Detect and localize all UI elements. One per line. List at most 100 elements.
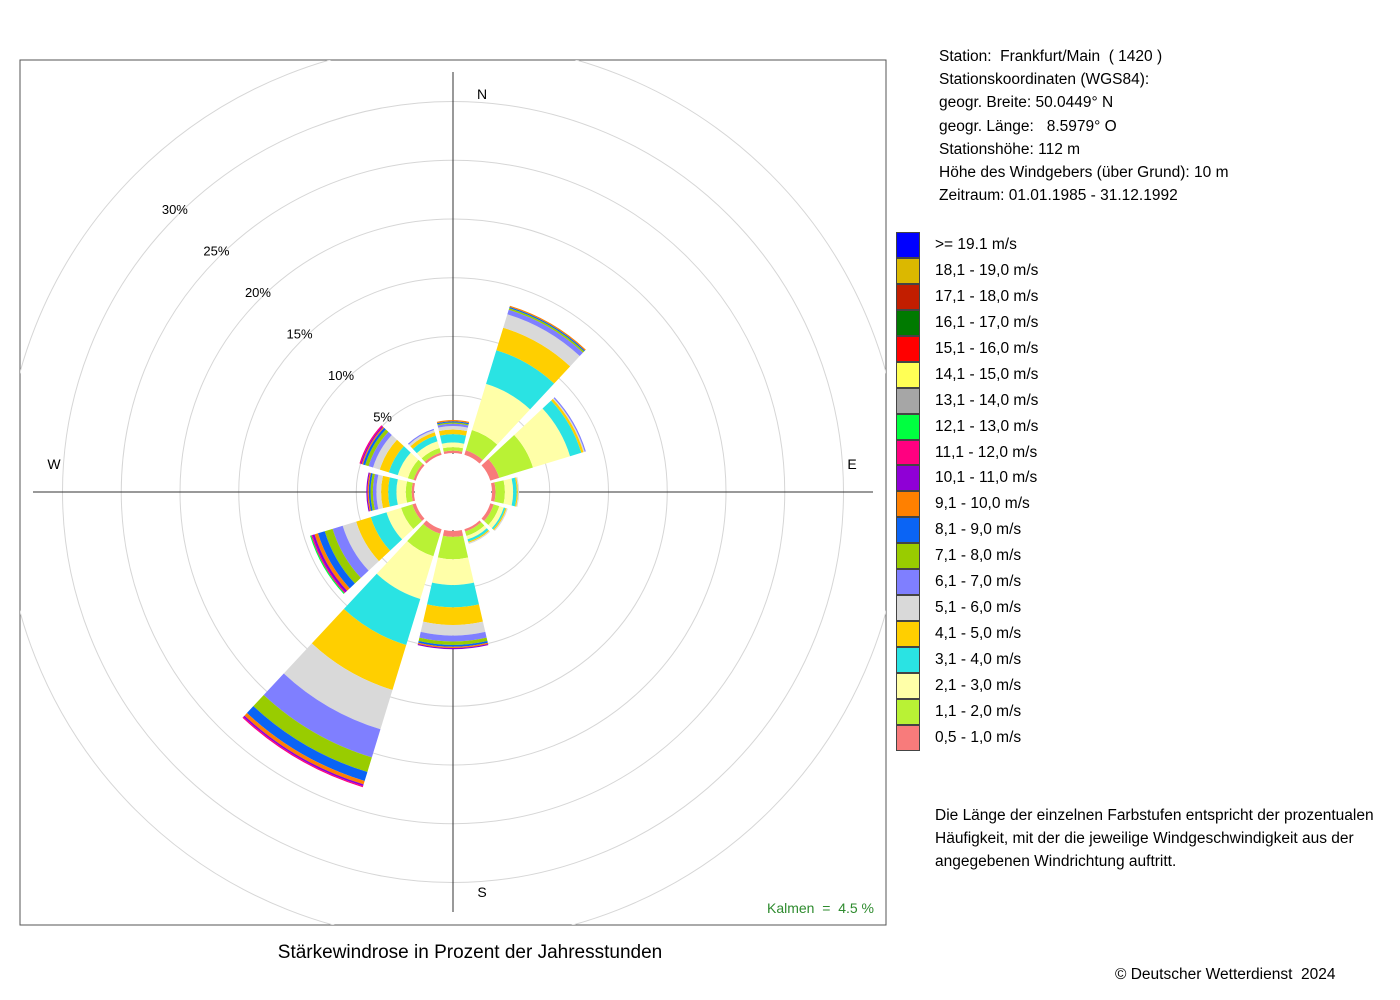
station-latitude: geogr. Breite: 50.0449° N: [939, 94, 1114, 112]
wind-sector-segment: [494, 508, 508, 532]
wind-sector-segment: [360, 426, 384, 465]
wind-sector-segment: [411, 482, 415, 502]
wind-sector-segment: [372, 473, 379, 511]
wind-sector-segment: [467, 528, 489, 542]
legend-swatch: [896, 283, 920, 310]
wind-sector-segment: [343, 573, 421, 646]
copyright: © Deutscher Wetterdienst 2024: [1115, 966, 1336, 983]
wind-sector-segment: [432, 557, 474, 586]
wind-sector-segment: [396, 479, 407, 505]
radial-tick-label: 15%: [286, 327, 312, 342]
radial-tick-label: 10%: [328, 368, 354, 383]
wind-sector-segment: [421, 447, 441, 462]
wind-sector-segment: [253, 694, 372, 773]
wind-sector-segment: [366, 472, 370, 512]
legend-swatch: [896, 465, 920, 492]
wind-sector-segment: [507, 309, 583, 357]
wind-sector-segment: [356, 517, 391, 562]
legend-label: 1,1 - 2,0 m/s: [935, 702, 1022, 720]
legend-label: 8,1 - 9,0 m/s: [935, 521, 1022, 539]
wind-sector-segment: [362, 427, 386, 466]
wind-sector-segment: [515, 477, 518, 507]
legend-swatch: [896, 569, 920, 596]
wind-sector-segment: [481, 503, 494, 522]
wind-sector-segment: [417, 643, 489, 650]
wind-sector-segment: [484, 504, 500, 526]
note-line: angegebenen Windrichtung auftritt.: [935, 853, 1177, 870]
wind-sector-segment: [370, 473, 375, 511]
time-period: Zeitraum: 01.01.1985 - 31.12.1992: [939, 187, 1178, 205]
legend-swatch: [896, 413, 920, 440]
wind-sector-segment: [413, 463, 425, 481]
wind-sector-segment: [442, 447, 464, 452]
note-line: Häufigkeit, mit der die jeweilige Windge…: [935, 830, 1354, 847]
wind-sector-segment: [465, 429, 498, 461]
wind-sector-segment: [437, 421, 469, 425]
wind-sector-segment: [423, 520, 442, 534]
wind-sector-segment: [324, 528, 361, 584]
wind-sector-segment: [314, 533, 350, 591]
wind-sector-segment: [412, 503, 425, 522]
wind-sector-segment: [388, 477, 398, 507]
wind-sector-segment: [367, 472, 371, 512]
legend-swatch: [896, 595, 920, 622]
wind-sector-segment: [468, 530, 491, 544]
wind-sector-segment: [439, 434, 467, 444]
wind-sector-segment: [465, 522, 485, 537]
wind-sector-segment: [491, 482, 496, 502]
legend-swatch: [896, 335, 920, 362]
wind-sector-segment: [471, 383, 531, 445]
wind-sector-segment: [401, 504, 422, 530]
wind-sector-segment: [418, 637, 488, 645]
legend-swatch: [896, 387, 920, 414]
wind-sector-segment: [407, 459, 423, 480]
wind-sector-segment: [442, 530, 464, 537]
wind-sector-segment: [417, 642, 489, 648]
legend-label: 13,1 - 14,0 m/s: [935, 391, 1039, 409]
legend-label: 10,1 - 11,0 m/s: [935, 469, 1038, 487]
legend-swatch: [896, 232, 920, 258]
wind-sector-segment: [388, 446, 411, 476]
wind-sector-segment: [496, 327, 571, 384]
station-name: Station: Frankfurt/Main ( 1420 ): [939, 48, 1163, 65]
wind-sector-segment: [491, 507, 506, 530]
wind-sector-segment: [311, 609, 407, 690]
radial-tick-label: 5%: [373, 410, 392, 425]
legend-label: 12,1 - 13,0 m/s: [935, 417, 1039, 435]
wind-sector-segment: [443, 450, 463, 454]
legend-swatch: [896, 621, 920, 647]
calm-circle: [415, 454, 491, 530]
wind-sector-segment: [464, 450, 483, 464]
legend-swatch: [896, 724, 920, 751]
legend-swatch: [896, 361, 920, 388]
radial-tick-label: 25%: [203, 243, 229, 258]
wind-sector-segment: [397, 452, 419, 479]
compass-w: W: [47, 456, 61, 472]
wind-sector-segment: [494, 480, 505, 504]
wind-sector-segment: [511, 477, 517, 507]
station-altitude: Stationshöhe: 112 m: [939, 140, 1081, 158]
radial-tick-label: 20%: [245, 285, 271, 300]
wind-sector-segment: [359, 425, 383, 464]
note-line: Die Länge der einzelnen Farbstufen entsp…: [935, 807, 1374, 824]
wind-sector-segment: [438, 425, 468, 432]
wind-sector-segment: [420, 621, 486, 636]
wind-sector-segment: [368, 431, 392, 468]
wind-sector-segment: [407, 523, 441, 557]
wind-sector-segment: [503, 478, 514, 506]
legend-swatch: [896, 698, 920, 725]
compass-n: N: [477, 86, 487, 102]
wind-sector-segment: [486, 350, 555, 410]
wind-sector-segment: [488, 506, 504, 529]
wind-sector-segment: [437, 423, 469, 428]
wind-sector-segment: [410, 432, 436, 449]
wind-sector-segment: [424, 452, 442, 464]
legend-label: 16,1 - 17,0 m/s: [935, 313, 1039, 331]
station-info: Station: Frankfurt/Main ( 1420 ) Station…: [939, 45, 1228, 207]
wind-sector-segment: [438, 429, 468, 436]
wind-sector-segment: [441, 442, 465, 449]
wind-sector-segment: [418, 641, 488, 647]
wind-sector-segment: [516, 477, 520, 507]
legend-label: 0,5 - 1,0 m/s: [935, 728, 1022, 746]
legend-label: 4,1 - 5,0 m/s: [935, 625, 1022, 643]
